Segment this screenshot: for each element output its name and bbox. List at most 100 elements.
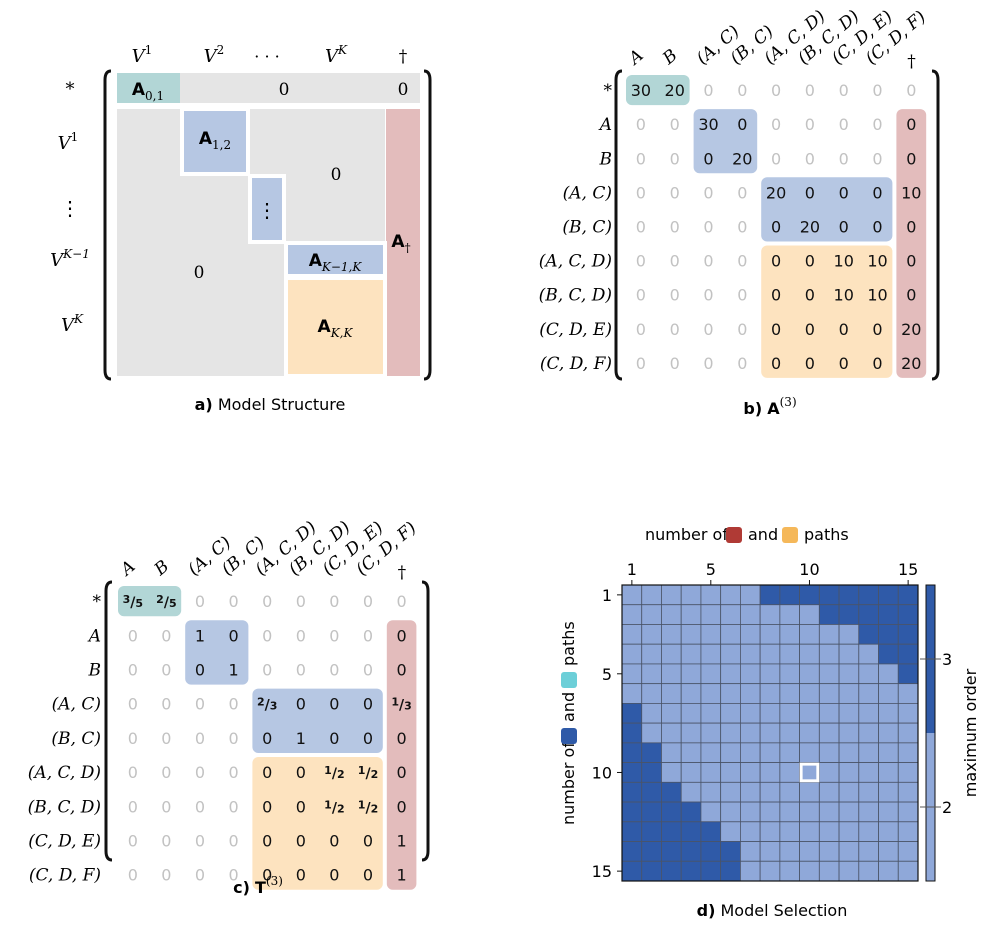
- heatmap-cell-r1-c14: [878, 584, 899, 606]
- b-cell-r0-c5: 0: [805, 81, 815, 100]
- heatmap-cell-r15-c12: [838, 860, 860, 882]
- heatmap-cell-r13-c2: [641, 821, 662, 842]
- b-cell-r0-c2: 0: [703, 81, 713, 100]
- label-a-dagger: A†: [391, 232, 410, 255]
- c-cell-r2-c2: 0: [195, 661, 205, 680]
- heatmap-cell-r3-c2: [641, 624, 662, 645]
- c-cell-r5-c4: 0: [262, 763, 272, 782]
- heatmap-cell-r14-c1: [621, 841, 643, 862]
- b-cell-r1-c7: 0: [872, 115, 882, 134]
- b-cell-r5-c5: 0: [805, 252, 815, 271]
- c-cell-r3-c5: 0: [296, 695, 306, 714]
- b-cell-r8-c8: 20: [901, 354, 921, 373]
- c-cell-r0-c1: 2/5: [156, 593, 176, 611]
- c-row-label-8: (C, D, F): [29, 866, 101, 886]
- c-cell-r6-c2: 0: [195, 797, 205, 816]
- c-cell-r6-c5: 0: [296, 797, 306, 816]
- zero-top: 0: [279, 80, 290, 100]
- c-block-blue-1: [185, 620, 249, 685]
- c-cell-r6-c1: 0: [161, 797, 171, 816]
- heatmap-cell-r12-c10: [799, 801, 820, 823]
- left-bracket: [103, 69, 112, 381]
- heatmap-cell-r14-c4: [680, 841, 702, 862]
- c-row-label-2: B: [88, 661, 102, 681]
- b-cell-r7-c4: 0: [771, 320, 781, 339]
- b-cell-r5-c0: 0: [636, 252, 646, 271]
- b-cell-r8-c4: 0: [771, 354, 781, 373]
- selected-model-cell[interactable]: [799, 762, 820, 783]
- b-cell-r0-c4: 0: [771, 81, 781, 100]
- heatmap-cell-r12-c15: [897, 801, 919, 823]
- heatmap-cell-r15-c15: [897, 860, 919, 882]
- b-cell-r0-c8: 0: [906, 81, 916, 100]
- heatmap-cell-r5-c14: [878, 663, 899, 685]
- heatmap-cell-r11-c15: [897, 781, 919, 803]
- c-cell-r3-c8: 1/3: [391, 696, 411, 714]
- b-cell-r3-c6: 0: [839, 183, 849, 202]
- c-row-label-0: *: [93, 592, 102, 612]
- b-cell-r4-c8: 0: [906, 217, 916, 236]
- heatmap-cell-r8-c6: [720, 722, 741, 744]
- b-cell-r6-c4: 0: [771, 286, 781, 305]
- heatmap-cell-r12-c12: [838, 801, 860, 823]
- cyan-path-swatch: [561, 672, 577, 688]
- heatmap-cell-r8-c5: [700, 722, 722, 744]
- c-cell-r1-c8: 0: [397, 626, 407, 645]
- b-cell-r5-c4: 0: [771, 252, 781, 271]
- c-cell-r1-c6: 0: [329, 626, 339, 645]
- label-akk: AK,K: [318, 317, 354, 340]
- heatmap-cell-r6-c12: [838, 683, 860, 704]
- c-cell-r2-c3: 1: [229, 661, 239, 680]
- heatmap-cell-r8-c11: [818, 722, 840, 744]
- heatmap-cell-r15-c1: [621, 860, 643, 882]
- heatmap-cell-r14-c14: [878, 841, 899, 862]
- c-cell-r4-c0: 0: [128, 729, 138, 748]
- heatmap-cell-r9-c3: [661, 742, 682, 763]
- heatmap-cell-r8-c14: [878, 722, 899, 744]
- heatmap-cell-r3-c11: [818, 624, 840, 645]
- heatmap-cell-r7-c7: [740, 703, 761, 724]
- c-cell-r2-c4: 0: [262, 661, 272, 680]
- heatmap-cell-r11-c8: [759, 781, 781, 803]
- c-cell-r1-c4: 0: [262, 626, 272, 645]
- c-cell-r4-c2: 0: [195, 729, 205, 748]
- c-cell-r6-c7: 1/2: [358, 798, 378, 816]
- heatmap-cell-r15-c10: [799, 860, 820, 882]
- heatmap-cell-r13-c3: [661, 821, 682, 842]
- heatmap-cell-r8-c7: [740, 722, 761, 744]
- heatmap-cell-r1-c12: [838, 584, 860, 606]
- y-tick-label-5: 5: [602, 665, 612, 684]
- heatmap-cell-r9-c4: [680, 742, 702, 763]
- c-cell-r2-c8: 0: [397, 661, 407, 680]
- heatmap-cell-r1-c9: [779, 584, 800, 606]
- col-header-v2: V2: [204, 43, 225, 67]
- b-block-orange: [761, 245, 893, 378]
- b-cell-r4-c1: 0: [670, 217, 680, 236]
- c-row-label-4: (B, C): [51, 729, 101, 749]
- c-cell-r4-c3: 0: [229, 729, 239, 748]
- b-cell-r5-c2: 0: [703, 252, 713, 271]
- heatmap-cell-r5-c12: [838, 663, 860, 685]
- heatmap-cell-r3-c5: [700, 624, 722, 645]
- heatmap-cell-r5-c15: [897, 663, 919, 685]
- heatmap-cell-r1-c4: [680, 584, 702, 606]
- b-cell-r7-c3: 0: [737, 320, 747, 339]
- c-cell-r0-c3: 0: [229, 592, 239, 611]
- heatmap-cell-r7-c10: [799, 703, 820, 724]
- heatmap-cell-r13-c12: [838, 821, 860, 842]
- row-label-star: *: [66, 79, 75, 100]
- heatmap-cell-r12-c8: [759, 801, 781, 823]
- c-cell-r6-c6: 1/2: [324, 798, 344, 816]
- heatmap-cell-r12-c14: [878, 801, 899, 823]
- heatmap-cell-r9-c1: [621, 742, 643, 763]
- heatmap-cell-r10-c8: [759, 762, 781, 783]
- b-cell-r1-c0: 0: [636, 115, 646, 134]
- b-cell-r6-c8: 0: [906, 286, 916, 305]
- b-cell-r3-c3: 0: [737, 183, 747, 202]
- heatmap-cell-r12-c5: [700, 801, 722, 823]
- blue-path-swatch: [561, 728, 577, 744]
- heatmap-cell-r12-c1: [621, 801, 643, 823]
- b-cell-r2-c5: 0: [805, 149, 815, 168]
- heatmap-cell-r1-c11: [818, 584, 840, 606]
